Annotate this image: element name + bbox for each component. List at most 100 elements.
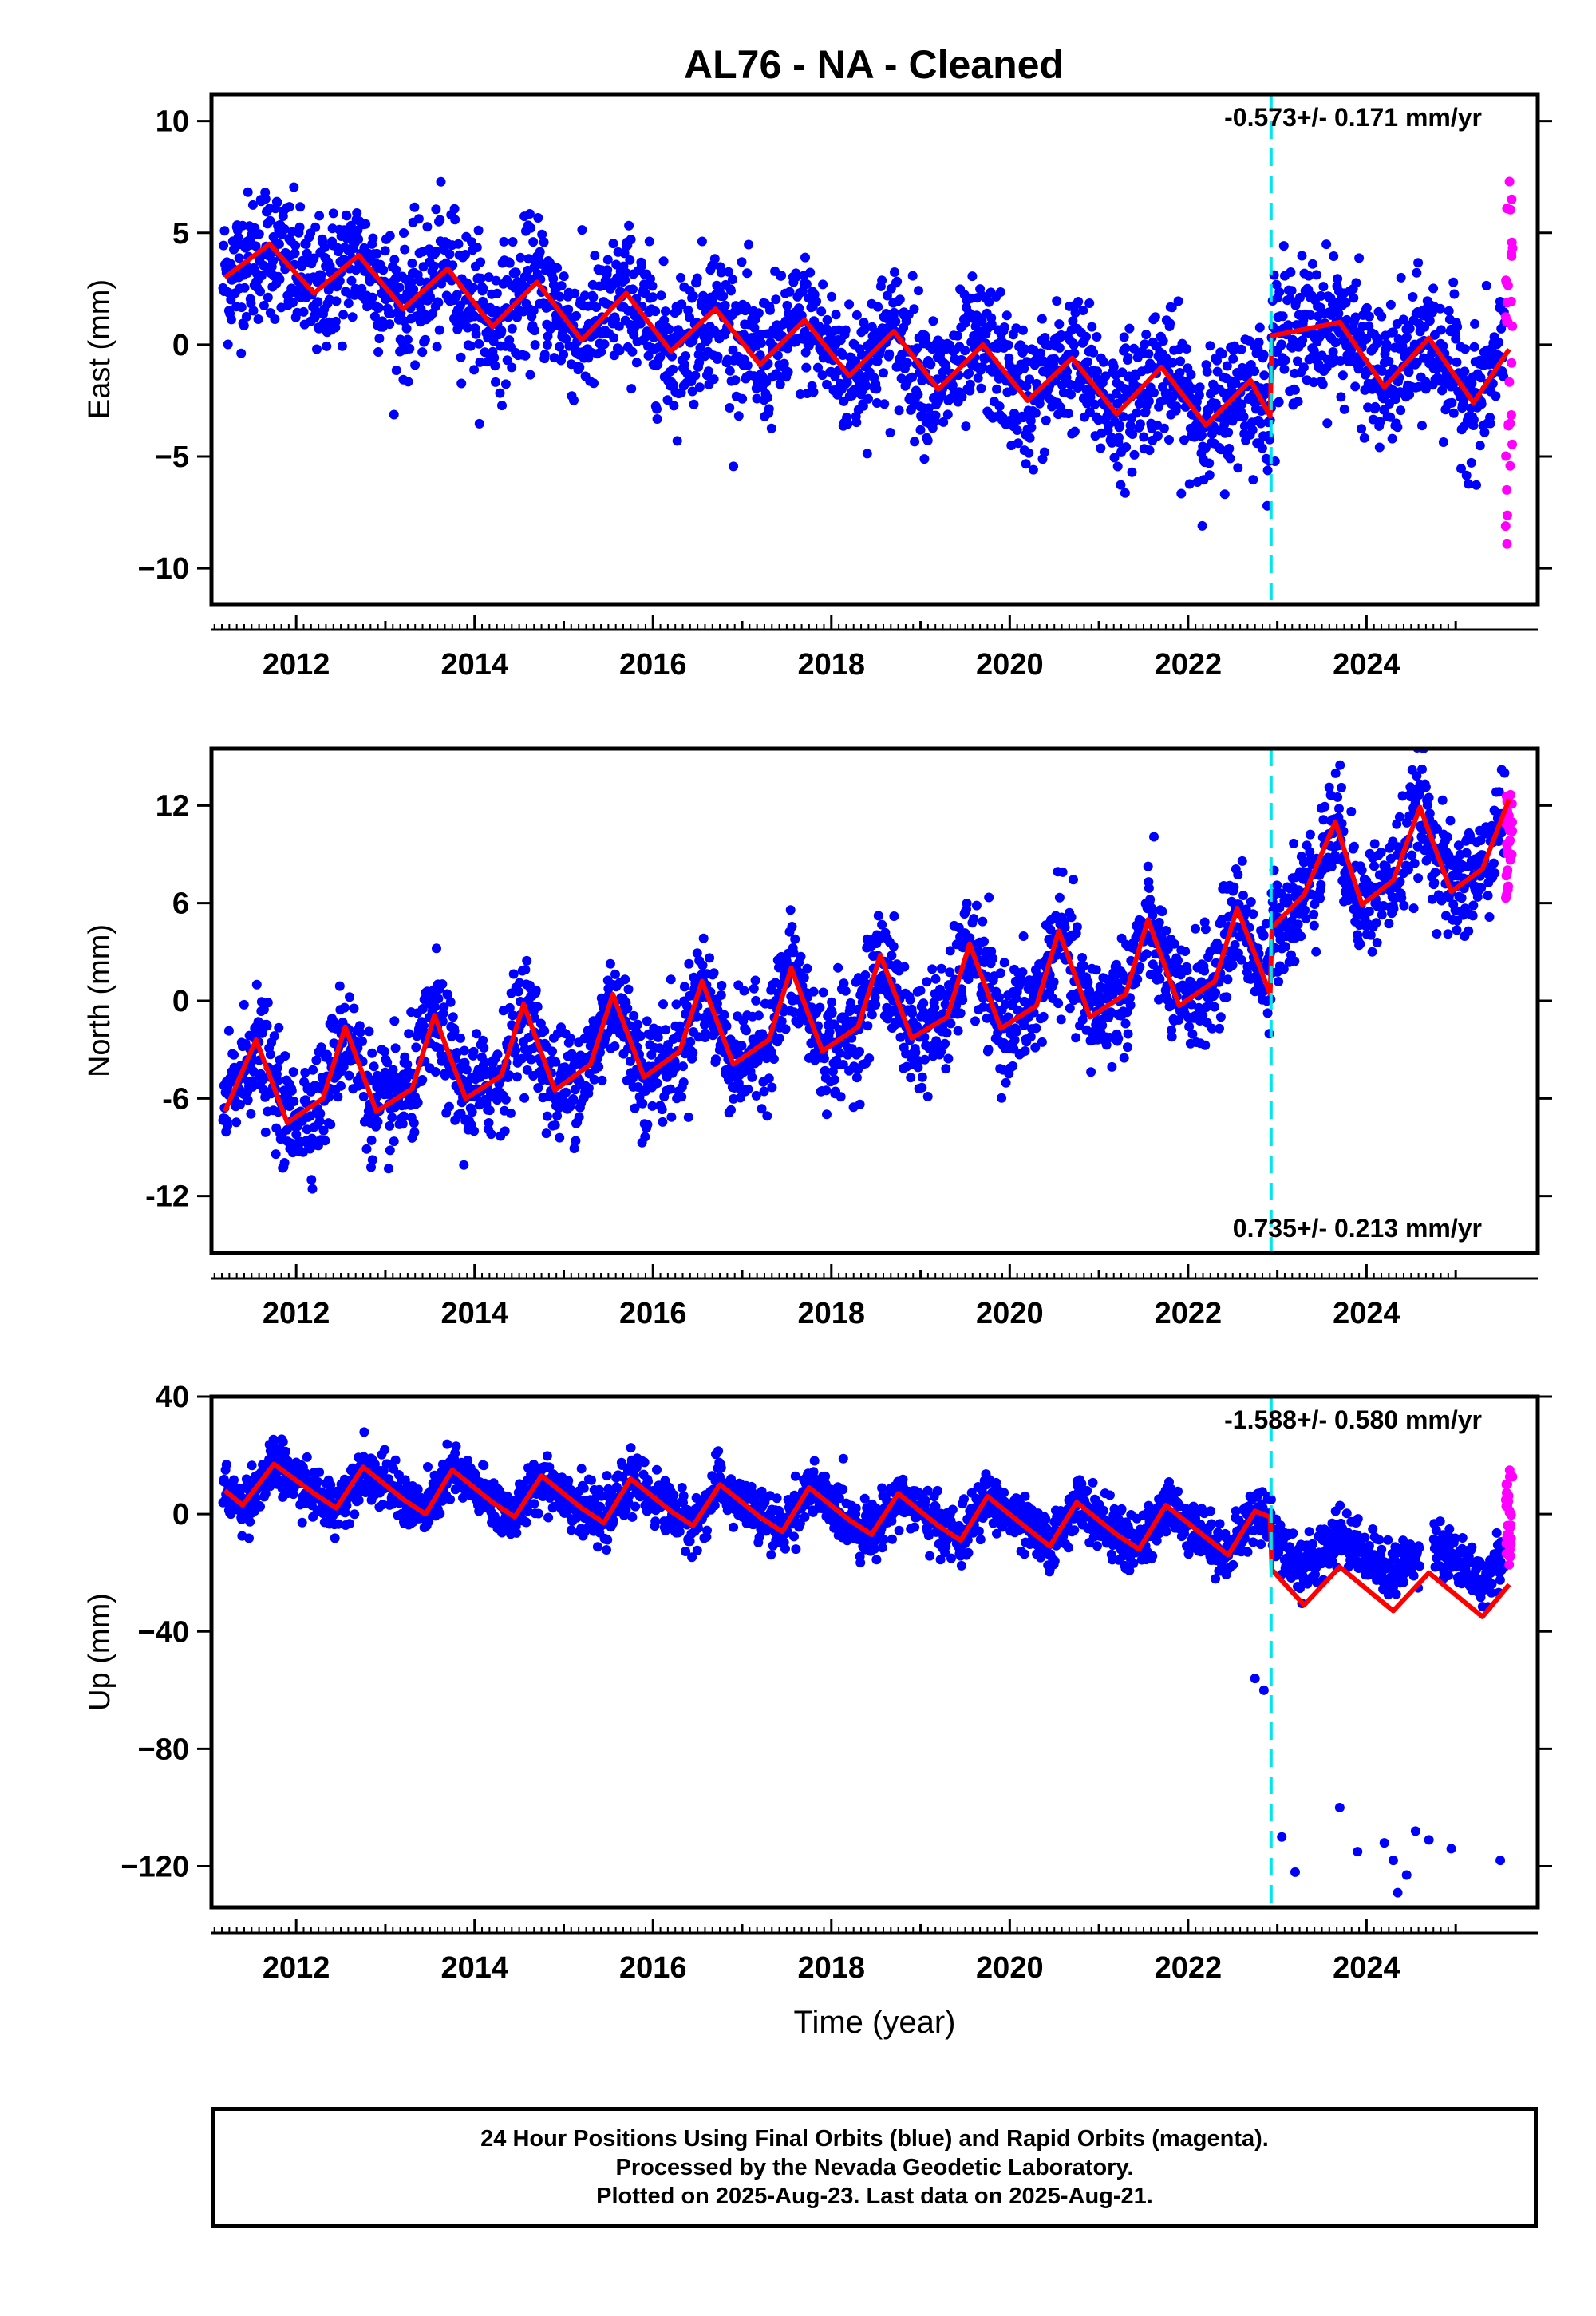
final-point	[1420, 377, 1431, 387]
final-point	[610, 1041, 620, 1051]
rapid-point	[1505, 460, 1515, 471]
final-point	[1351, 278, 1361, 288]
final-point	[274, 1022, 284, 1033]
final-point	[955, 1008, 966, 1018]
final-point	[767, 1082, 777, 1093]
final-point	[1448, 277, 1459, 287]
final-point	[1452, 357, 1462, 367]
final-point	[547, 1046, 557, 1057]
final-point	[445, 997, 456, 1007]
final-point	[1391, 394, 1400, 405]
final-point	[246, 298, 256, 309]
final-point	[801, 279, 812, 289]
final-point	[469, 1126, 480, 1136]
y-tick-label: 10	[156, 105, 189, 139]
final-point	[829, 1074, 839, 1085]
final-point	[525, 370, 535, 380]
final-point	[367, 1048, 377, 1058]
final-point	[789, 1007, 799, 1018]
final-point	[318, 1125, 329, 1136]
final-point	[749, 983, 759, 994]
final-point	[668, 364, 678, 374]
data-layer-north	[218, 749, 1518, 1253]
final-point	[1175, 356, 1186, 366]
final-point	[772, 350, 783, 361]
final-point	[633, 1019, 643, 1030]
final-point	[1125, 1000, 1136, 1010]
final-point	[1262, 465, 1273, 476]
final-point	[1238, 891, 1248, 900]
final-point	[659, 315, 670, 326]
final-point	[801, 362, 812, 373]
final-point	[262, 1021, 272, 1031]
final-point	[1096, 443, 1106, 453]
final-point	[619, 248, 630, 259]
final-point	[444, 249, 455, 259]
final-point	[737, 393, 748, 404]
rapid-point	[1507, 194, 1517, 204]
final-point	[234, 253, 244, 263]
final-point	[366, 1135, 377, 1145]
final-point	[857, 350, 867, 360]
final-point	[344, 1070, 354, 1081]
final-point	[565, 1033, 575, 1043]
final-point	[1127, 467, 1137, 477]
final-point	[580, 290, 590, 301]
final-point	[338, 1061, 349, 1072]
final-point	[279, 224, 290, 234]
final-point	[1438, 341, 1448, 351]
final-point	[1280, 355, 1290, 366]
final-point	[1238, 412, 1249, 422]
final-point	[920, 1054, 930, 1065]
final-point	[614, 321, 624, 331]
final-point	[259, 300, 269, 310]
final-point	[1199, 966, 1210, 976]
final-point	[1472, 480, 1481, 490]
final-point	[399, 1111, 409, 1121]
final-point	[725, 403, 735, 413]
final-point	[855, 1046, 864, 1057]
final-point	[1290, 385, 1300, 395]
final-point	[555, 342, 565, 352]
final-point	[861, 381, 871, 391]
final-point	[272, 1063, 282, 1073]
final-point	[958, 995, 968, 1006]
final-point	[789, 317, 799, 327]
final-point	[338, 254, 349, 264]
final-point	[930, 974, 941, 984]
final-point	[310, 306, 321, 317]
final-point	[1024, 448, 1034, 458]
final-point	[337, 341, 347, 351]
final-point	[808, 986, 819, 997]
final-point	[448, 1012, 458, 1022]
final-point	[279, 1158, 290, 1168]
final-point	[1307, 259, 1317, 269]
final-point	[520, 350, 531, 361]
final-point	[873, 911, 883, 921]
final-point	[417, 1004, 428, 1014]
final-point	[1097, 1020, 1108, 1030]
final-point	[802, 963, 812, 974]
final-point	[1068, 316, 1078, 326]
final-point	[621, 267, 631, 278]
final-point	[1404, 389, 1415, 400]
final-point	[1452, 322, 1463, 332]
final-point	[687, 386, 697, 397]
final-point	[661, 306, 670, 317]
final-point	[1038, 1011, 1049, 1022]
final-point	[1494, 338, 1504, 348]
final-point	[1479, 427, 1490, 437]
final-point	[1279, 364, 1290, 374]
final-point	[336, 1081, 346, 1091]
final-point	[1161, 926, 1171, 935]
final-point	[840, 325, 851, 335]
final-point	[718, 291, 729, 302]
final-point	[280, 1051, 290, 1061]
final-point	[858, 401, 868, 411]
final-point	[1460, 344, 1470, 354]
x-tick-label: 2022	[1155, 648, 1223, 682]
final-point	[774, 1034, 784, 1043]
final-point	[796, 951, 806, 962]
final-point	[941, 362, 951, 373]
final-point	[1180, 947, 1191, 956]
